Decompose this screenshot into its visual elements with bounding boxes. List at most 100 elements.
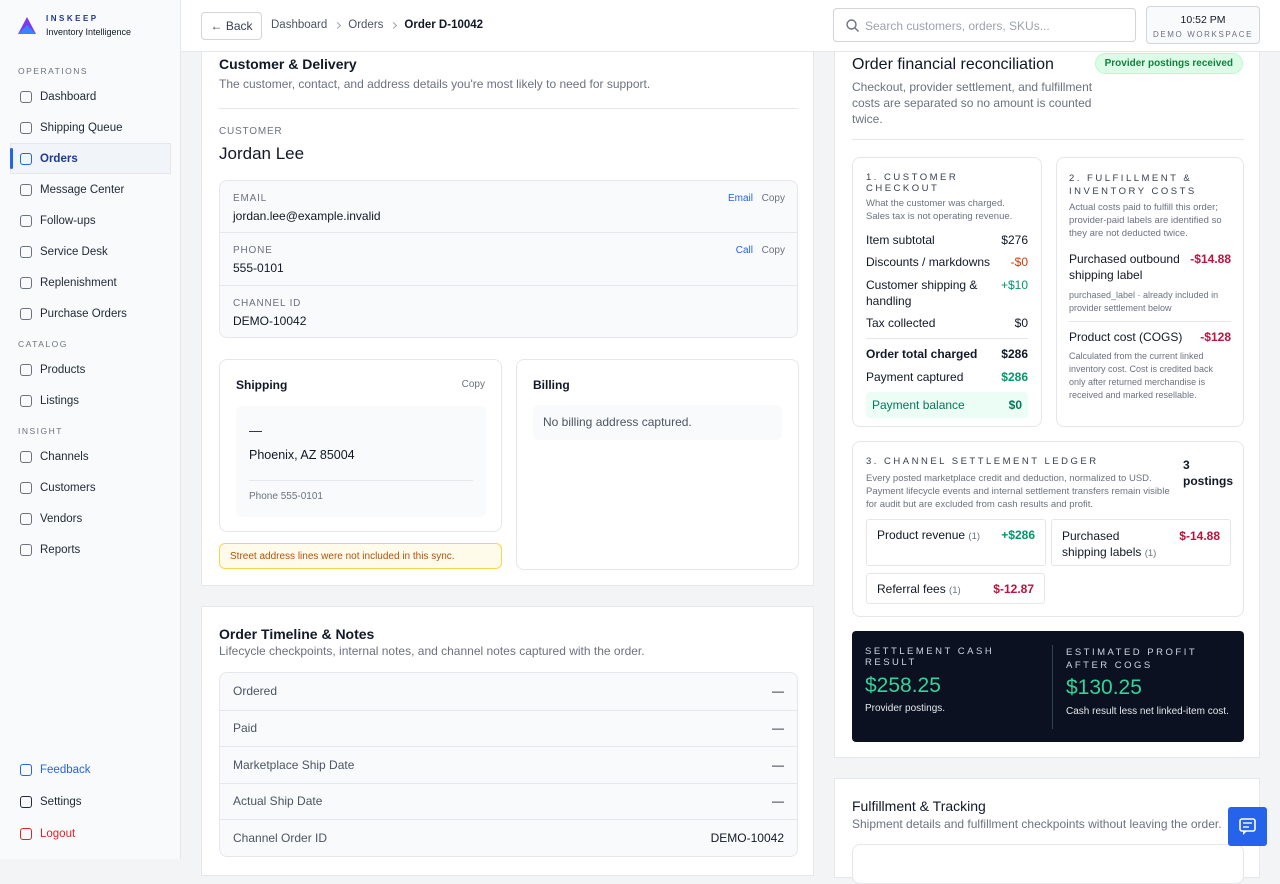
billing-empty: No billing address captured. bbox=[533, 405, 782, 440]
entry-count: (1) bbox=[949, 585, 961, 596]
nav: OPERATIONS Dashboard Shipping Queue Orders M… bbox=[0, 62, 181, 565]
contact-value: DEMO-10042 bbox=[233, 314, 307, 328]
nav-item[interactable]: Message Center bbox=[0, 174, 181, 205]
entry-label: Product revenue bbox=[877, 528, 966, 542]
nav-label: Customers bbox=[40, 481, 96, 494]
result-value: $258.25 bbox=[865, 674, 941, 697]
line-label: Tax collected bbox=[866, 316, 936, 330]
timeline-value: — bbox=[772, 757, 784, 772]
cost-item: Purchased outbound shipping label -$14.88 bbox=[1069, 251, 1231, 283]
nav-label: Message Center bbox=[40, 183, 125, 196]
logo bbox=[18, 17, 36, 34]
nav-footer: Feedback Settings Logout bbox=[0, 754, 181, 850]
line-value: $0 bbox=[1014, 316, 1028, 330]
line-label: Purchased outbound shipping label bbox=[1069, 252, 1180, 282]
nav-icon bbox=[20, 214, 32, 227]
address: — Phoenix, AZ 85004 Phone 555-0101 bbox=[236, 406, 486, 517]
nav-item[interactable]: Follow-ups bbox=[0, 205, 181, 236]
card-subtitle: Shipment details and fulfillment checkpo… bbox=[852, 817, 1222, 831]
nav-item[interactable]: Purchase Orders bbox=[0, 298, 181, 329]
nav-icon bbox=[20, 450, 32, 463]
search-icon bbox=[846, 19, 859, 32]
cost-note: purchased_label · already included in pr… bbox=[1069, 289, 1231, 322]
chat-button[interactable] bbox=[1228, 807, 1267, 846]
nav-label: Feedback bbox=[40, 764, 91, 776]
timeline-row: Marketplace Ship Date — bbox=[220, 746, 797, 783]
copy-link[interactable]: Copy bbox=[761, 245, 785, 256]
result-value: $130.25 bbox=[1066, 676, 1142, 699]
nav-item[interactable]: Dashboard bbox=[0, 81, 181, 112]
line-value: -$0 bbox=[1010, 255, 1028, 269]
timeline-label: Paid bbox=[233, 721, 258, 736]
copy-link[interactable]: Copy bbox=[461, 379, 485, 390]
card-title: Order financial reconciliation bbox=[852, 56, 1054, 73]
billing-box: Billing No billing address captured. bbox=[516, 359, 799, 570]
contact-value: 555-0101 bbox=[233, 261, 284, 275]
line-label: Product cost (COGS) bbox=[1069, 330, 1183, 344]
copy-link[interactable]: Copy bbox=[761, 193, 785, 204]
customer-label: CUSTOMER bbox=[219, 126, 283, 137]
nav-item[interactable]: Products bbox=[0, 354, 181, 385]
nav-label: Listings bbox=[40, 394, 79, 407]
reconciliation-card: Order financial reconciliation Provider … bbox=[834, 38, 1260, 758]
nav-item[interactable]: Reports bbox=[0, 534, 181, 565]
crumb[interactable]: Orders bbox=[348, 19, 384, 31]
back-button[interactable]: ← Back bbox=[201, 12, 262, 40]
timeline-label: Actual Ship Date bbox=[233, 794, 323, 809]
card-subtitle: Checkout, provider settlement, and fulfi… bbox=[852, 80, 1093, 126]
nav-item[interactable]: Channels bbox=[0, 441, 181, 472]
nav-section-label: CATALOG bbox=[18, 339, 68, 349]
line-item: Item subtotal $276 bbox=[866, 233, 1028, 247]
nav-label: Service Desk bbox=[40, 245, 108, 258]
entry-count: (1) bbox=[1144, 548, 1157, 559]
nav-icon bbox=[20, 152, 32, 165]
line-label: Payment balance bbox=[872, 398, 965, 412]
entry-count: (1) bbox=[968, 531, 981, 542]
timeline-value: — bbox=[772, 794, 784, 809]
nav-label: Settings bbox=[40, 796, 82, 808]
nav-icon bbox=[20, 276, 32, 289]
action-link[interactable]: Call bbox=[735, 245, 753, 256]
card-title: Fulfillment & Tracking bbox=[852, 798, 986, 814]
nav-icon bbox=[20, 307, 32, 320]
nav-label: Orders bbox=[40, 152, 78, 165]
divider bbox=[219, 108, 798, 109]
nav-item[interactable]: Customers bbox=[0, 472, 181, 503]
total: Order total charged $286 bbox=[866, 347, 1028, 361]
nav-item[interactable]: Vendors bbox=[0, 503, 181, 534]
contact-label: PHONE bbox=[233, 245, 273, 256]
line-item: Tax collected $0 bbox=[866, 316, 1028, 339]
cost-item: Product cost (COGS) -$128 bbox=[1069, 330, 1231, 344]
topbar: ← Back Dashboard Orders Order D-10042 Se… bbox=[181, 0, 1280, 52]
card-title: Customer & Delivery bbox=[219, 56, 357, 72]
warning: Street address lines were not included i… bbox=[219, 543, 502, 569]
entry-label: Referral fees bbox=[877, 582, 946, 596]
result-label: ESTIMATED PROFIT AFTER COGS bbox=[1066, 647, 1197, 671]
chat-icon bbox=[1239, 818, 1256, 835]
nav-label: Channels bbox=[40, 450, 89, 463]
nav-item[interactable]: Listings bbox=[0, 385, 181, 416]
billing-title: Billing bbox=[533, 378, 570, 392]
nav-footer-item[interactable]: Settings bbox=[0, 786, 181, 818]
line-label: Item subtotal bbox=[866, 233, 935, 247]
nav-icon bbox=[20, 363, 32, 376]
nav-footer-item[interactable]: Logout bbox=[0, 818, 181, 850]
line-label: Customer shipping & handling bbox=[866, 278, 978, 308]
contact-label: CHANNEL ID bbox=[233, 298, 302, 309]
nav-icon bbox=[20, 121, 32, 134]
costs-box: 2. FULFILLMENT & INVENTORY COSTS Actual … bbox=[1056, 157, 1244, 427]
time: 10:52 PM bbox=[1180, 14, 1226, 26]
action-link[interactable]: Email bbox=[727, 193, 753, 204]
nav-item[interactable]: Orders bbox=[10, 143, 171, 174]
nav-label: Vendors bbox=[40, 512, 83, 525]
card-subtitle: The customer, contact, and address detai… bbox=[219, 77, 651, 91]
crumb[interactable]: Dashboard bbox=[271, 19, 328, 31]
nav-item[interactable]: Service Desk bbox=[0, 236, 181, 267]
nav-item[interactable]: Shipping Queue bbox=[0, 112, 181, 143]
line-value: $0 bbox=[1008, 398, 1022, 412]
search[interactable]: Search customers, orders, SKUs... bbox=[833, 8, 1136, 42]
divider bbox=[1052, 645, 1053, 729]
nav-label: Purchase Orders bbox=[40, 307, 127, 320]
nav-item[interactable]: Replenishment bbox=[0, 267, 181, 298]
nav-footer-item[interactable]: Feedback bbox=[0, 754, 181, 786]
